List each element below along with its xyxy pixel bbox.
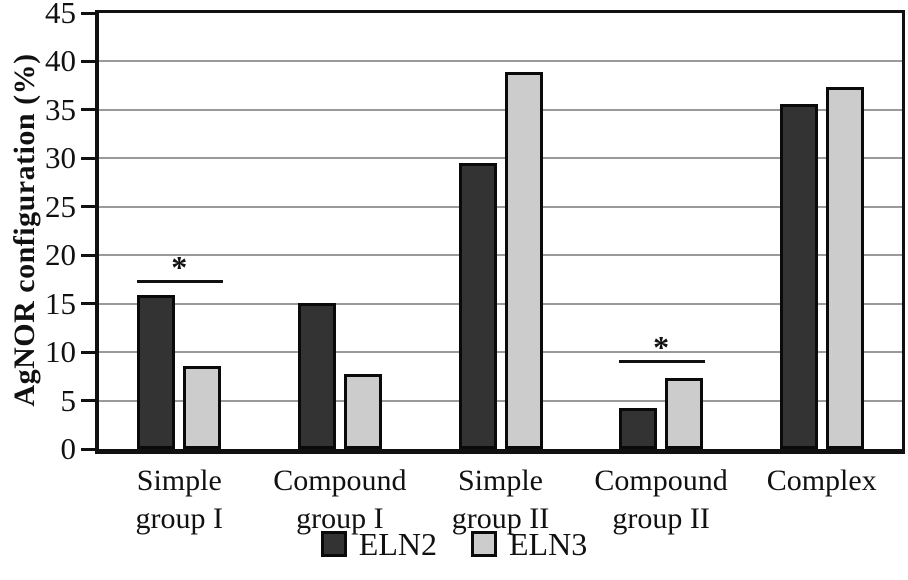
bar-eln3-compound-group-i <box>343 374 382 449</box>
x-axis-label-simple-group-ii: Simple group II <box>413 462 589 538</box>
y-axis-tick-20 <box>81 253 95 257</box>
y-axis-tick-25 <box>81 205 95 209</box>
x-axis-label-line: group I <box>135 502 224 535</box>
x-axis-label-line: Simple <box>136 464 222 497</box>
bar-eln3-simple-group-i <box>183 365 222 449</box>
bar-eln3-simple-group-ii <box>504 72 543 449</box>
gridline-30 <box>99 157 902 160</box>
gridline-35 <box>99 108 902 111</box>
y-axis-tick-5 <box>81 399 95 403</box>
y-axis-tick-35 <box>81 108 95 112</box>
bar-eln3-complex <box>825 86 864 449</box>
x-axis-label-compound-group-ii: Compound group II <box>573 462 749 538</box>
y-axis-tick-label-0: 0 <box>60 431 77 466</box>
y-axis-tick-label-15: 15 <box>45 285 76 321</box>
legend-swatch-eln3 <box>471 531 497 557</box>
y-axis-tick-30 <box>81 156 95 160</box>
bar-eln2-complex <box>779 104 818 449</box>
significance-asterisk-0: * <box>171 249 188 286</box>
gridline-5 <box>99 399 902 402</box>
plot-inner: * * <box>99 13 902 449</box>
y-axis-tick-label-35: 35 <box>45 91 76 127</box>
x-axis-label-line: Simple <box>457 464 543 497</box>
plot-area: * * <box>95 10 905 454</box>
bar-eln3-compound-group-ii <box>665 378 704 449</box>
legend-swatch-eln2 <box>320 531 347 557</box>
significance-line-1 <box>619 359 706 363</box>
y-axis-tick-label-45: 45 <box>45 0 76 30</box>
y-axis-tick-0 <box>81 447 95 451</box>
y-axis-tick-label-5: 5 <box>60 382 77 418</box>
y-axis-tick-label-30: 30 <box>45 140 76 176</box>
bar-eln2-simple-group-ii <box>458 163 497 449</box>
gridline-20 <box>99 254 902 257</box>
legend: ELN2 ELN3 <box>0 527 908 561</box>
x-axis-label-line: group II <box>451 502 550 535</box>
gridline-15 <box>99 302 902 305</box>
x-axis-label-compound-group-i: Compound group I <box>252 462 428 538</box>
x-axis-label-line: Compound <box>594 464 728 497</box>
legend-item-eln2: ELN2 <box>320 526 437 562</box>
significance-asterisk-1: * <box>653 328 670 365</box>
gridline-10 <box>99 351 902 354</box>
significance-line-0 <box>137 280 224 284</box>
x-axis-label-line: group II <box>612 502 710 535</box>
y-axis-tick-label-25: 25 <box>45 188 76 224</box>
y-axis-tick-label-10: 10 <box>45 334 76 370</box>
y-axis-tick-45 <box>81 11 95 15</box>
y-axis-tick-10 <box>81 350 95 354</box>
y-axis-tick-label-40: 40 <box>45 43 76 79</box>
gridline-25 <box>99 205 902 208</box>
legend-label-eln3: ELN3 <box>509 526 588 562</box>
x-axis-label-line: Compound <box>273 464 407 497</box>
y-axis-tick-40 <box>81 59 95 63</box>
legend-label-eln2: ELN2 <box>358 526 437 562</box>
y-axis-tick-label-20: 20 <box>45 237 76 273</box>
gridline-40 <box>99 60 902 63</box>
x-axis-label-simple-group-i: Simple group I <box>91 462 267 538</box>
x-axis-label-line: group I <box>296 502 384 535</box>
y-axis-tick-15 <box>81 302 95 306</box>
x-axis-label-complex: Complex <box>734 462 908 500</box>
bar-eln2-simple-group-i <box>137 294 176 449</box>
legend-item-eln3: ELN3 <box>471 527 587 561</box>
x-axis-label-line: Complex <box>766 464 877 497</box>
bar-eln2-compound-group-i <box>297 302 336 449</box>
bar-eln2-compound-group-ii <box>619 408 658 449</box>
